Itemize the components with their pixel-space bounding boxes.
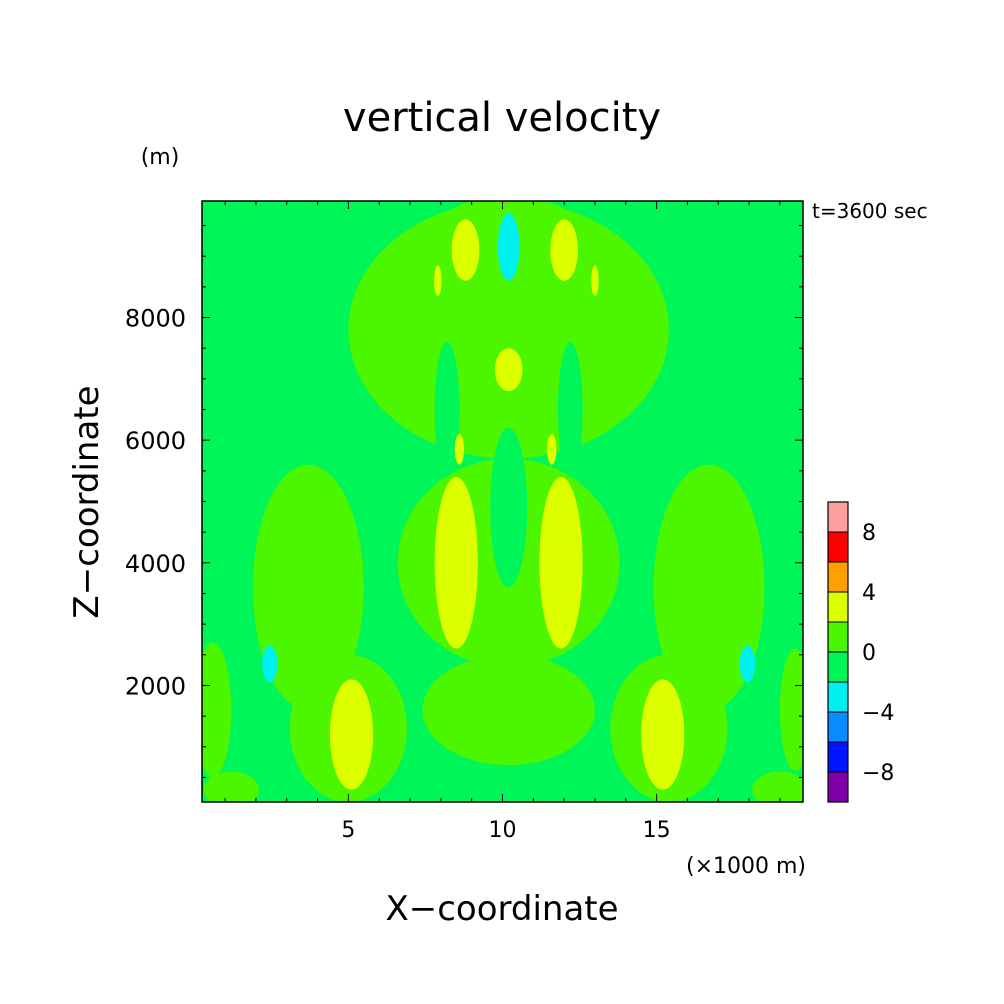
contour-region-28 xyxy=(262,645,278,683)
colorbar-swatch xyxy=(828,742,848,772)
colorbar-swatch xyxy=(828,652,848,682)
contour-region-20 xyxy=(451,219,480,281)
time-label: t=3600 sec xyxy=(812,199,928,223)
colorbar-swatch xyxy=(828,502,848,532)
axis-ticks: 5 10 15 2000 4000 6000 8000 xyxy=(125,201,803,843)
contour-region-27 xyxy=(497,213,520,281)
contour-region-12 xyxy=(752,771,803,802)
contour-region-22 xyxy=(494,348,523,392)
y-unit-label: (m) xyxy=(141,145,180,170)
colorbar: −8 −4 0 4 8 xyxy=(827,501,894,803)
contour-region-15 xyxy=(557,342,583,477)
colorbar-swatch xyxy=(828,712,848,742)
contour-region-13 xyxy=(490,427,528,588)
x-tick-label: 5 xyxy=(341,818,355,843)
contour-region-23 xyxy=(454,434,464,465)
colorbar-swatch xyxy=(828,622,848,652)
contour-region-21 xyxy=(550,219,579,281)
contour-region-5 xyxy=(252,464,364,711)
contour-region-14 xyxy=(434,342,460,477)
contour-region-25 xyxy=(434,265,442,297)
y-tick-label: 8000 xyxy=(125,305,186,333)
colorbar-label: −4 xyxy=(862,701,894,726)
x-tick-label: 15 xyxy=(643,818,671,843)
x-axis-label: X−coordinate xyxy=(385,889,618,929)
chart-title: vertical velocity xyxy=(343,95,661,141)
contour-region-7 xyxy=(653,464,765,711)
colorbar-swatch xyxy=(828,532,848,562)
colorbar-swatch xyxy=(828,592,848,622)
colorbar-swatch xyxy=(828,562,848,592)
contour-region-10 xyxy=(779,648,803,772)
contour-region-29 xyxy=(739,645,756,683)
colorbar-label: 8 xyxy=(862,521,876,546)
contour-region-16 xyxy=(434,476,478,649)
contour-region-11 xyxy=(203,771,260,802)
contour-region-24 xyxy=(547,434,557,465)
y-tick-label: 4000 xyxy=(125,550,186,578)
plot-area xyxy=(202,201,803,802)
colorbar-frame xyxy=(827,501,849,803)
colorbar-swatch xyxy=(828,772,848,802)
y-axis-label: Z−coordinate xyxy=(67,385,107,618)
colorbar-swatch xyxy=(828,682,848,712)
x-unit-label: (×1000 m) xyxy=(686,854,806,879)
contour-region-26 xyxy=(591,265,599,297)
colorbar-label: 4 xyxy=(862,581,876,606)
y-tick-label: 2000 xyxy=(125,672,186,700)
contour-region-17 xyxy=(539,476,583,649)
contour-region-18 xyxy=(329,679,374,790)
contour-region-19 xyxy=(641,679,685,790)
colorbar-label: −8 xyxy=(862,761,894,786)
contour-region-9 xyxy=(202,642,232,778)
y-tick-label: 6000 xyxy=(125,427,186,455)
x-tick-label: 10 xyxy=(489,818,517,843)
colorbar-label: 0 xyxy=(862,641,876,666)
contour-region-4 xyxy=(422,654,595,766)
